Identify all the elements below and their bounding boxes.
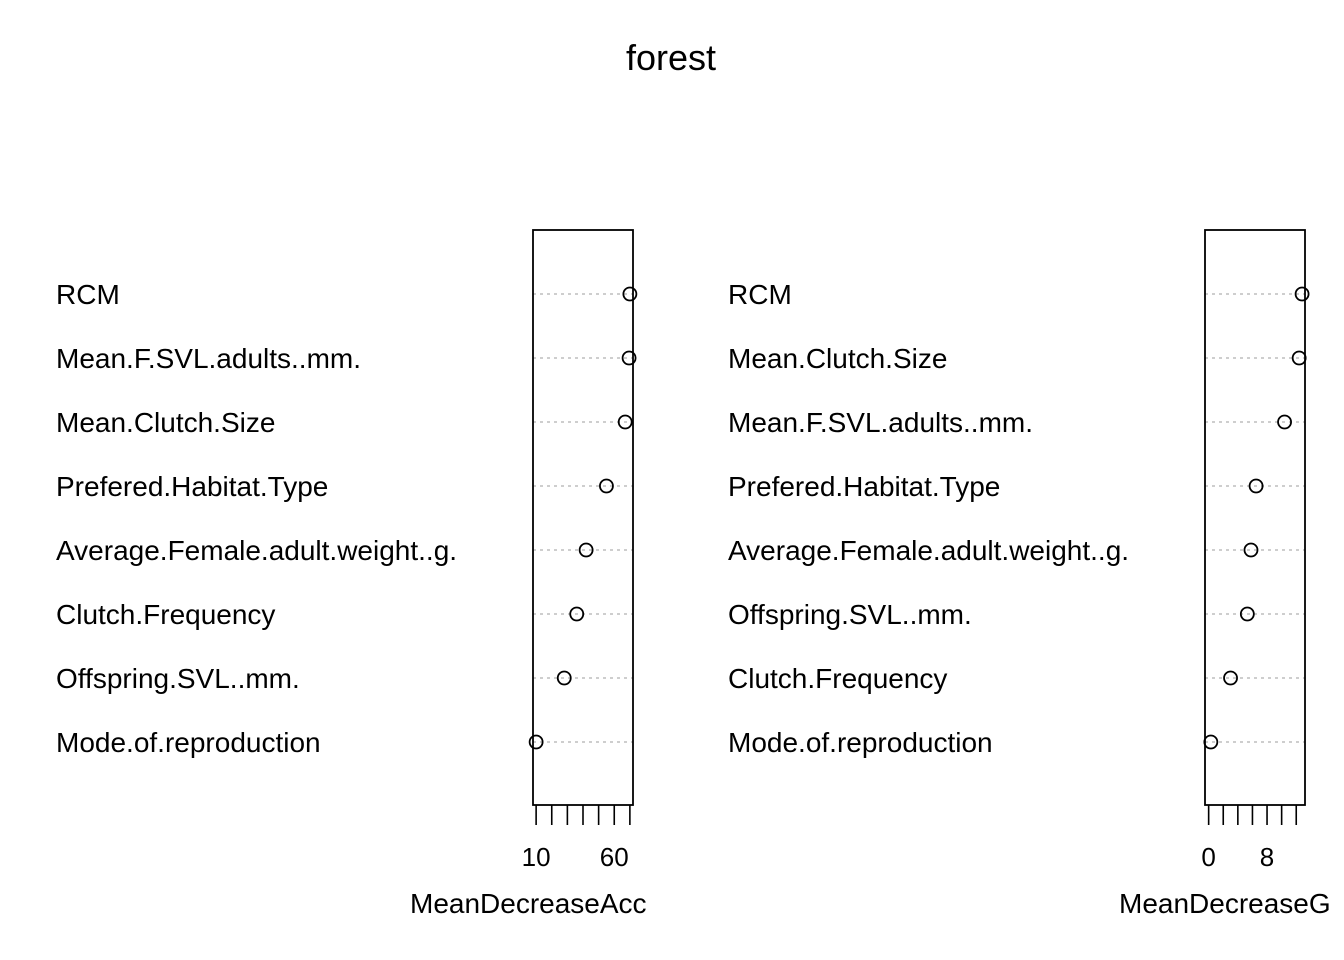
panels: RCM Mean.F.SVL.adults..mm. Mean.Clutch.Siz…: [56, 229, 1331, 919]
x-tick-label: 0: [1201, 842, 1215, 872]
data-point: [569, 606, 585, 622]
data-point: [1243, 542, 1259, 558]
plot-frame: [1204, 229, 1306, 806]
chart-title: forest: [626, 37, 716, 78]
data-point: [599, 478, 614, 494]
category-label: Average.Female.adult.weight..g.: [56, 535, 457, 566]
category-label: Mean.F.SVL.adults..mm.: [728, 407, 1033, 438]
x-tick-label: 60: [600, 842, 629, 872]
data-point: [1248, 478, 1264, 494]
data-point: [621, 350, 637, 366]
category-label: Mean.F.SVL.adults..mm.: [56, 343, 361, 374]
category-label: RCM: [56, 279, 120, 310]
category-label: Mean.Clutch.Size: [728, 343, 947, 374]
data-point: [1277, 414, 1292, 430]
plot-frame: [532, 229, 634, 806]
category-label: Offspring.SVL..mm.: [728, 599, 972, 630]
x-tick-label: 10: [522, 842, 551, 872]
data-point: [1223, 670, 1238, 686]
category-label: Mode.of.reproduction: [56, 727, 321, 758]
category-label: Clutch.Frequency: [56, 599, 275, 630]
panel-2: RCM Mean.Clutch.Size Mean.F.SVL.adults..mm…: [728, 229, 1331, 919]
x-axis-title: MeanDecreaseAcc: [410, 888, 647, 919]
data-point: [528, 734, 544, 750]
x-axis-title: MeanDecreaseG: [1119, 888, 1331, 919]
panel-1: RCM Mean.F.SVL.adults..mm. Mean.Clutch.Siz…: [56, 229, 647, 919]
category-label: Prefered.Habitat.Type: [728, 471, 1000, 502]
category-label: Mode.of.reproduction: [728, 727, 993, 758]
data-point: [622, 286, 638, 302]
x-tick-label: 8: [1260, 842, 1274, 872]
category-label: RCM: [728, 279, 792, 310]
category-label: Average.Female.adult.weight..g.: [728, 535, 1129, 566]
data-point: [1294, 286, 1310, 302]
category-label: Mean.Clutch.Size: [56, 407, 275, 438]
category-label: Clutch.Frequency: [728, 663, 947, 694]
data-point: [578, 542, 594, 558]
data-point: [617, 414, 633, 430]
category-label: Prefered.Habitat.Type: [56, 471, 328, 502]
category-label: Offspring.SVL..mm.: [56, 663, 300, 694]
data-point: [1239, 606, 1255, 622]
data-point: [556, 670, 572, 686]
